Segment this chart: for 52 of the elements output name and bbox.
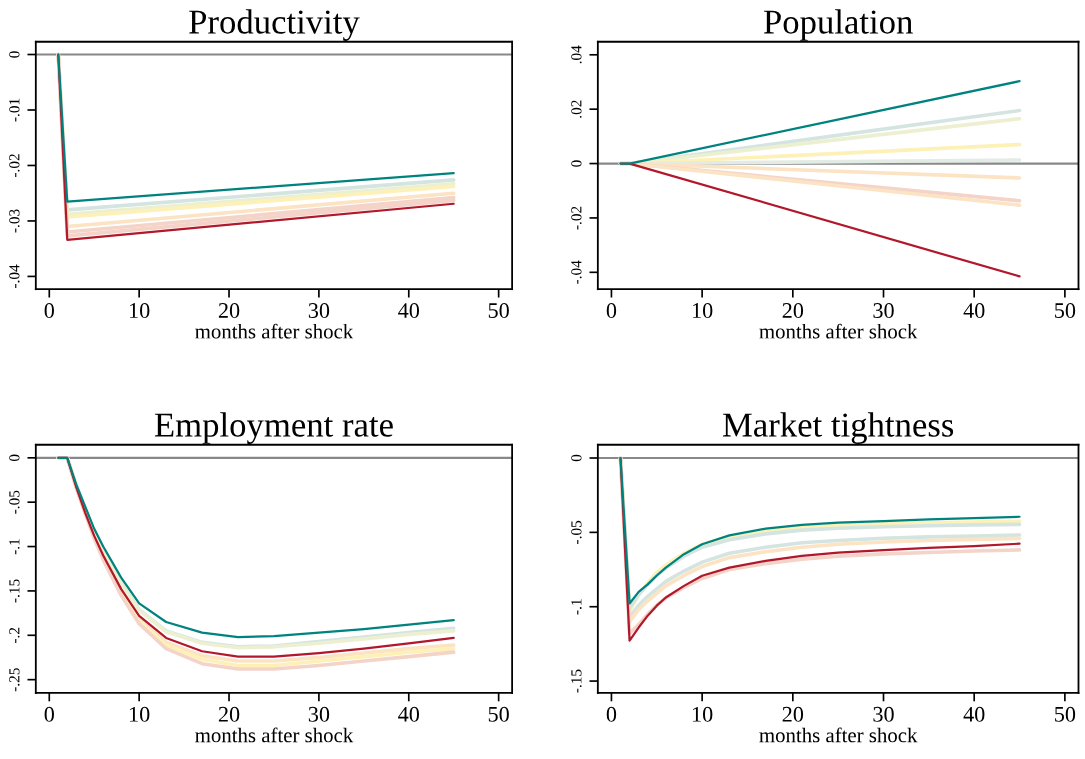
x-axis-title: months after shock [759,323,918,339]
y-tick-label: -.1 [9,539,20,555]
y-tick-label: 0 [9,51,20,58]
y-tick-label: -.2 [9,627,20,643]
y-tick-label: -.15 [571,669,582,693]
y-tick-label: 0 [9,454,20,462]
chart-title: Market tightness [722,412,954,444]
x-tick-label: 0 [44,706,54,722]
y-tick-label: -.15 [9,579,20,603]
x-tick-label: 0 [606,706,617,722]
x-tick-label: 40 [963,303,985,319]
y-tick-label: -.03 [9,209,20,233]
x-tick-label: 10 [692,706,713,722]
y-tick-label: -.01 [9,98,20,122]
y-tick-label: -.25 [9,668,20,692]
y-tick-label: 0 [571,160,582,167]
chart-title: Productivity [189,9,360,41]
y-tick-label: .02 [571,100,582,118]
y-tick-label: -.04 [571,260,582,284]
x-tick-label: 30 [873,706,894,722]
x-tick-label: 10 [130,706,150,722]
x-tick-label: 20 [782,303,804,319]
x-tick-label: 10 [130,303,150,319]
y-tick-label: -.04 [9,264,20,288]
x-tick-label: 0 [44,303,54,319]
x-tick-label: 50 [488,303,509,319]
x-tick-label: 20 [218,303,240,319]
x-tick-label: 30 [308,706,330,722]
x-tick-label: 30 [873,303,894,319]
x-axis-title: months after shock [195,727,354,743]
x-tick-label: 50 [1055,706,1076,722]
x-tick-label: 10 [692,303,713,319]
x-tick-label: 20 [782,706,804,722]
y-tick-label: -.05 [9,490,20,514]
x-tick-label: 50 [1055,303,1076,319]
x-tick-label: 40 [398,303,420,319]
y-tick-label: -.02 [571,206,582,230]
y-tick-label: .04 [571,45,582,64]
y-tick-label: -.02 [9,154,20,177]
chart-title: Employment rate [154,412,393,444]
y-tick-label: -.05 [571,520,582,544]
x-tick-label: 30 [308,303,330,319]
chart-title: Population [763,9,913,41]
x-tick-label: 20 [218,706,240,722]
x-tick-label: 40 [963,706,985,722]
y-tick-label: 0 [571,454,582,462]
y-tick-label: -.1 [571,599,582,615]
x-tick-label: 0 [606,303,617,319]
x-tick-label: 50 [488,706,509,722]
x-axis-title: months after shock [195,323,354,339]
x-tick-label: 40 [398,706,420,722]
x-axis-title: months after shock [759,727,918,743]
